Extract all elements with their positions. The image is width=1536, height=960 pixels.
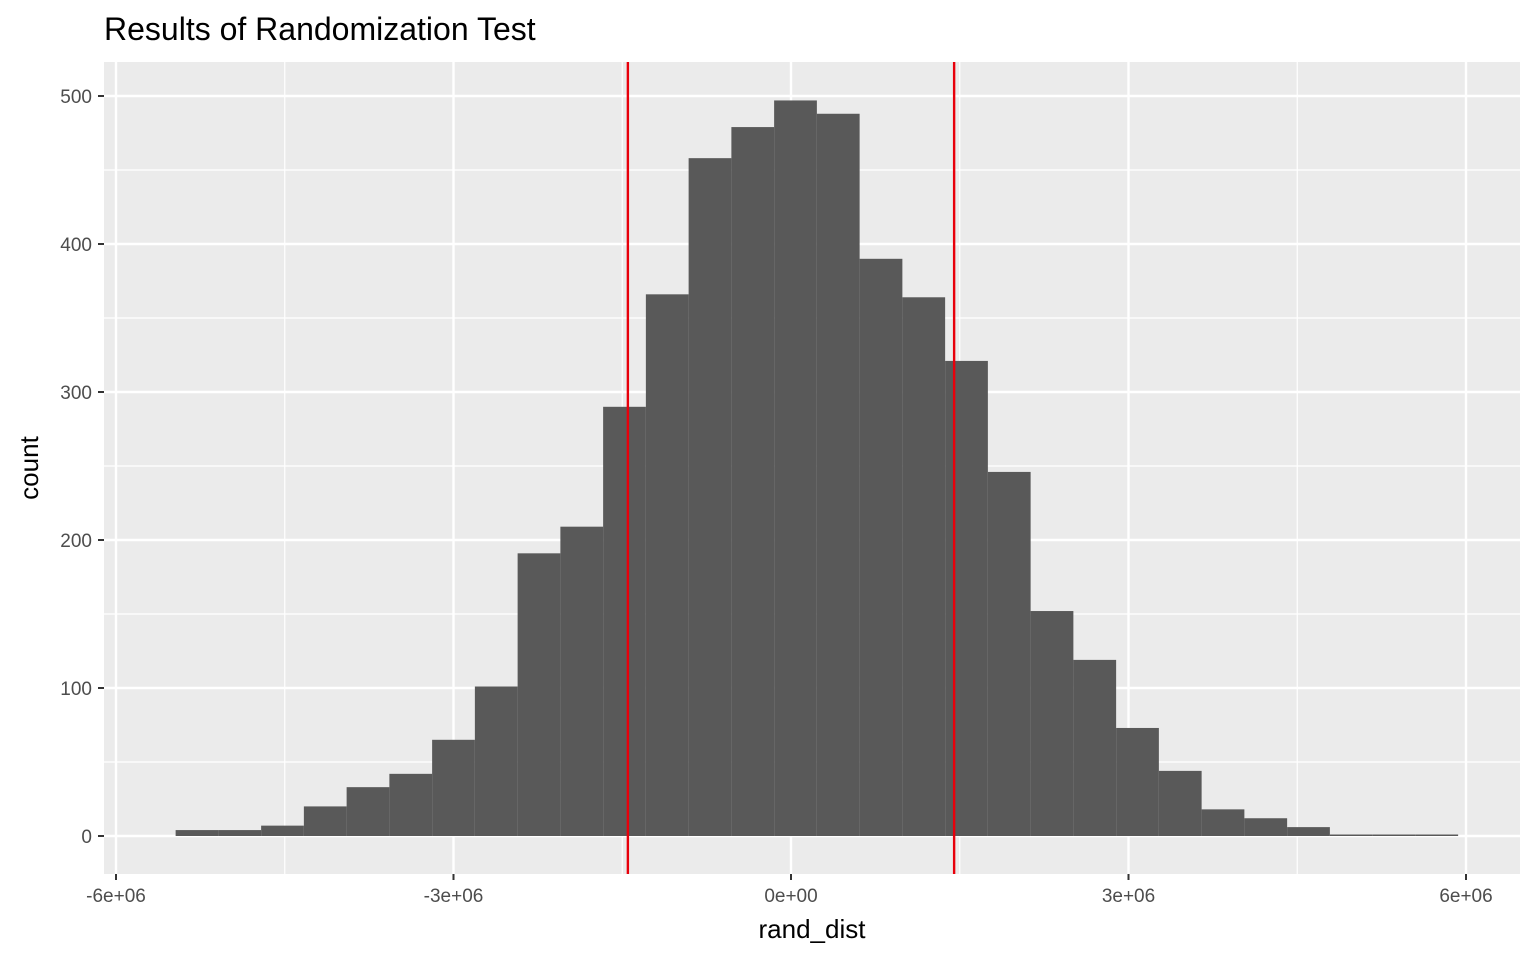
histogram-bar bbox=[645, 294, 689, 836]
x-tick-label: 6e+06 bbox=[1439, 886, 1492, 907]
x-tick-label: -6e+06 bbox=[86, 886, 146, 907]
y-tick-label: 200 bbox=[60, 531, 92, 552]
histogram-bar bbox=[1244, 818, 1288, 836]
histogram-bar bbox=[560, 526, 604, 836]
histogram-bar bbox=[1201, 809, 1245, 836]
x-tick-label: 3e+06 bbox=[1102, 886, 1155, 907]
reference-lines bbox=[626, 62, 956, 874]
histogram-bar bbox=[1158, 770, 1202, 836]
histogram-bar bbox=[1030, 611, 1074, 836]
histogram-bar bbox=[218, 830, 262, 836]
histogram-bar bbox=[816, 113, 860, 836]
histogram-bar bbox=[1116, 727, 1159, 836]
histogram-bar bbox=[474, 686, 518, 836]
histogram-bar bbox=[731, 127, 775, 836]
histogram-bar bbox=[175, 830, 219, 836]
y-tick-label: 400 bbox=[60, 235, 92, 256]
histogram-bar bbox=[1329, 834, 1373, 836]
histogram-bar bbox=[1372, 834, 1416, 836]
histogram-bar bbox=[688, 158, 732, 836]
histogram-bar bbox=[432, 739, 475, 836]
y-tick-label: 300 bbox=[60, 383, 92, 404]
histogram-bars bbox=[175, 100, 1459, 836]
histogram-bar bbox=[987, 471, 1031, 836]
y-axis: 0 100 200 300 400 500 bbox=[60, 87, 104, 848]
histogram-bar bbox=[261, 825, 304, 836]
chart-title: Results of Randomization Test bbox=[104, 11, 536, 47]
histogram-bar bbox=[859, 258, 903, 836]
y-tick-label: 500 bbox=[60, 87, 92, 108]
x-tick-label: -3e+06 bbox=[424, 886, 484, 907]
histogram-bar bbox=[346, 787, 390, 836]
y-tick-label: 100 bbox=[60, 679, 92, 700]
x-axis: -6e+06 -3e+06 0e+00 3e+06 6e+06 bbox=[86, 874, 1493, 907]
histogram-bar bbox=[774, 100, 817, 836]
histogram-bar bbox=[603, 406, 646, 836]
x-tick-label: 0e+00 bbox=[764, 886, 817, 907]
histogram-bar bbox=[389, 773, 433, 836]
histogram-bar bbox=[303, 806, 347, 836]
histogram-bar bbox=[945, 360, 988, 836]
histogram-bar bbox=[1415, 834, 1459, 836]
histogram-bar bbox=[1287, 827, 1330, 836]
y-axis-title: count bbox=[14, 435, 44, 499]
histogram-bar bbox=[902, 297, 946, 836]
y-tick-label: 0 bbox=[81, 827, 92, 848]
x-axis-title: rand_dist bbox=[759, 914, 867, 944]
histogram-bar bbox=[1073, 659, 1117, 836]
histogram-bar bbox=[517, 553, 561, 836]
